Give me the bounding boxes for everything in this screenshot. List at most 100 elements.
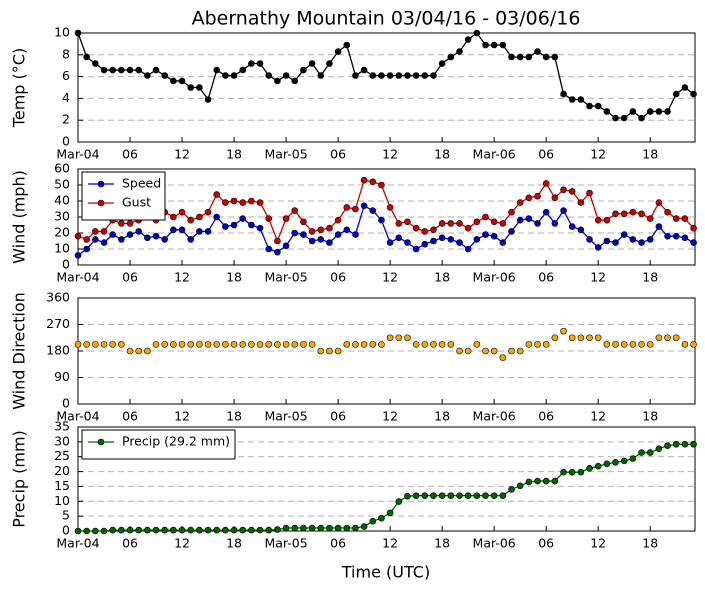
data-point: [343, 41, 351, 49]
data-point: [135, 526, 142, 534]
data-point: [360, 202, 368, 210]
data-point: [447, 492, 455, 499]
data-point: [360, 341, 368, 348]
data-point: [126, 347, 134, 355]
data-point: [118, 236, 125, 243]
data-point: [170, 77, 177, 85]
y-tick-label: 20: [54, 463, 70, 478]
data-point: [74, 341, 82, 348]
y-tick-label: 0: [62, 134, 70, 149]
data-point: [690, 90, 697, 98]
data-point: [100, 239, 108, 246]
data-point: [508, 53, 515, 61]
x-tick-label: 12: [590, 536, 606, 551]
data-point: [646, 449, 654, 456]
data-point: [430, 226, 437, 234]
data-point: [300, 524, 307, 532]
data-point: [430, 492, 437, 499]
data-point: [152, 526, 160, 534]
data-point: [655, 334, 663, 342]
data-point: [369, 341, 377, 348]
data-point: [482, 213, 489, 221]
data-point: [404, 492, 411, 500]
data-point: [482, 41, 489, 49]
data-point: [196, 84, 203, 91]
data-point: [438, 492, 446, 499]
data-point: [161, 72, 168, 79]
data-point: [681, 440, 689, 448]
data-point: [516, 199, 524, 206]
data-point: [638, 210, 645, 218]
data-point: [118, 526, 125, 534]
x-tick-label: 12: [590, 147, 606, 162]
x-tick-label: 06: [538, 409, 554, 424]
data-point: [438, 220, 446, 227]
data-point: [326, 239, 333, 246]
x-tick-label: 12: [382, 536, 398, 551]
x-tick-label: Mar-04: [56, 536, 99, 551]
y-tick-label: 2: [62, 112, 70, 127]
data-point: [594, 216, 602, 224]
data-point: [664, 208, 671, 216]
data-point: [542, 53, 550, 61]
data-point: [256, 526, 264, 534]
data-point: [230, 72, 238, 79]
y-axis-label: Wind (mph): [10, 170, 29, 264]
data-point: [629, 208, 637, 216]
data-point: [395, 72, 403, 79]
data-point: [482, 231, 489, 238]
y-tick-label: 4: [62, 90, 70, 105]
y-axis-label: Wind Direction: [10, 292, 29, 410]
data-point: [672, 334, 680, 342]
data-point: [638, 239, 645, 246]
data-point: [248, 197, 255, 205]
data-point: [334, 231, 342, 238]
data-point: [456, 239, 463, 246]
data-point: [664, 232, 671, 240]
data-point: [343, 524, 351, 532]
data-point: [456, 220, 463, 227]
x-tick-label: 18: [642, 536, 658, 551]
x-tick-label: 18: [226, 409, 242, 424]
data-point: [499, 220, 507, 227]
data-point: [690, 440, 697, 448]
data-point: [603, 237, 611, 245]
data-point: [126, 66, 134, 74]
x-tick-label: 06: [122, 409, 138, 424]
data-point: [577, 199, 585, 206]
data-point: [213, 191, 221, 198]
x-tick-label: Mar-06: [473, 409, 516, 424]
data-point: [560, 90, 567, 98]
data-point: [620, 341, 628, 348]
data-point: [326, 60, 333, 67]
y-tick-label: 30: [54, 209, 70, 224]
data-point: [360, 523, 368, 530]
data-point: [248, 60, 255, 67]
x-tick-label: 06: [330, 536, 346, 551]
data-point: [256, 199, 264, 206]
data-point: [646, 341, 654, 348]
legend-label: Precip (29.2 mm): [122, 434, 230, 449]
data-point: [161, 236, 168, 243]
y-tick-label: 35: [54, 419, 70, 434]
data-point: [230, 341, 238, 348]
data-point: [404, 72, 411, 79]
data-point: [542, 180, 550, 187]
data-point: [534, 477, 541, 485]
data-point: [473, 341, 481, 348]
data-point: [360, 176, 368, 184]
data-point: [378, 181, 385, 189]
data-point: [118, 220, 125, 227]
data-point: [126, 220, 134, 227]
data-point: [274, 77, 281, 85]
y-tick-label: 10: [54, 241, 70, 256]
data-point: [291, 229, 299, 237]
data-point: [655, 223, 663, 230]
data-point: [638, 114, 645, 122]
data-point: [629, 236, 637, 243]
y-tick-label: 5: [62, 508, 70, 523]
x-tick-label: Mar-04: [56, 409, 99, 424]
y-tick-label: 360: [46, 290, 70, 305]
data-point: [334, 216, 342, 224]
x-tick-label: 12: [382, 270, 398, 285]
